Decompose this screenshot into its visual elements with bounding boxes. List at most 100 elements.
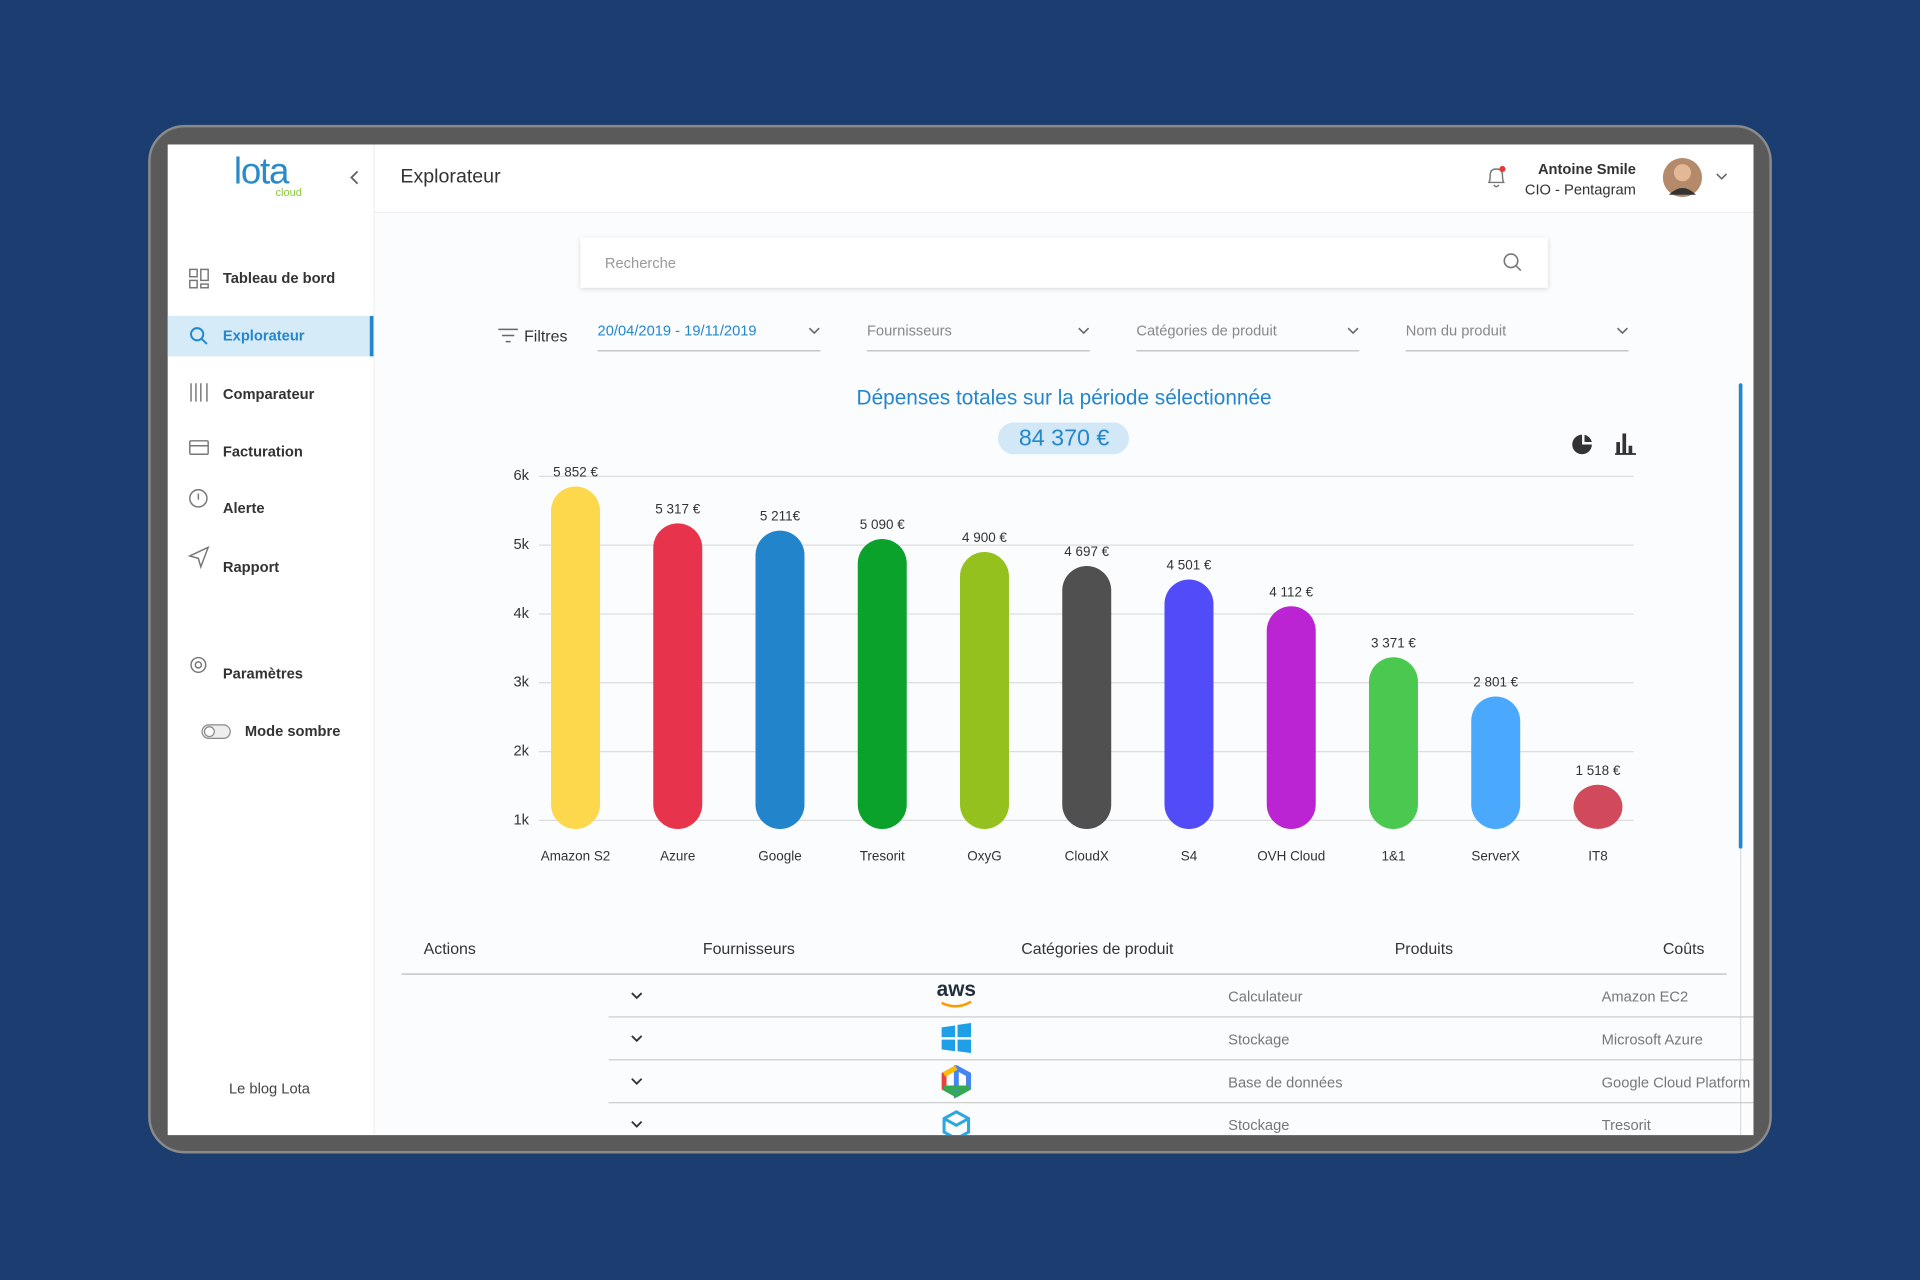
nav-item[interactable]: Comparateur — [222, 385, 315, 403]
bar — [1266, 606, 1316, 829]
total-pill — [997, 422, 1129, 455]
chevron — [1616, 327, 1628, 335]
value-label: 4 112 € — [1269, 584, 1313, 599]
bar — [1164, 579, 1214, 829]
expand-button[interactable] — [629, 1118, 644, 1130]
search-box[interactable]: Recherche — [580, 237, 1548, 288]
product-cell: Microsoft Azure — [1601, 1031, 1703, 1049]
product-cell: Amazon EC2 — [1601, 988, 1689, 1006]
provider-logo: aws — [937, 980, 976, 1008]
sidebar: lota cloud Tableau de bord Explorateur C… — [167, 144, 375, 1136]
expand-button[interactable] — [629, 1075, 644, 1087]
y-tick-label: 1k — [513, 812, 529, 828]
user-name: Antoine Smile — [1537, 160, 1636, 178]
x-tick-label: OxyG — [967, 849, 1001, 864]
table-header: Catégories de produit — [1021, 939, 1174, 958]
bar — [1368, 657, 1418, 829]
x-tick-label: Amazon S2 — [541, 849, 611, 864]
bar — [653, 523, 703, 829]
chart-type-icons[interactable] — [1572, 433, 1636, 455]
value-label: 5 317 € — [655, 501, 700, 516]
nav-item[interactable]: Tableau de bord — [222, 269, 336, 287]
dark-mode-label: Mode sombre — [244, 722, 341, 740]
chart-total: 84 370 € — [1019, 425, 1110, 451]
x-tick-label: CloudX — [1065, 849, 1109, 864]
x-tick-label: ServerX — [1471, 849, 1520, 864]
category-cell: Calculateur — [1228, 988, 1303, 1006]
provider-logo — [941, 1023, 972, 1054]
bar — [1471, 696, 1521, 829]
bar — [960, 552, 1009, 829]
table-row: StockageTresorit5090, 63 € — [609, 1103, 1754, 1136]
user-role: CIO - Pentagram — [1524, 181, 1636, 199]
table-header: Actions — [423, 939, 476, 958]
dropdown[interactable]: Catégories de produit — [1136, 318, 1360, 352]
main: Recherche Filtres 20/04/2019 - 19/11/201… — [374, 213, 1754, 1136]
value-label: 4 697 € — [1064, 544, 1109, 559]
nav-item[interactable]: Rapport — [222, 558, 280, 576]
avatar[interactable] — [1662, 157, 1735, 199]
value-label: 5 090 € — [860, 517, 905, 532]
y-tick-label: 3k — [513, 675, 529, 691]
bar — [1062, 565, 1112, 829]
page-title: Explorateur — [400, 166, 501, 188]
value-label: 4 501 € — [1167, 558, 1212, 573]
dropdown[interactable]: Fournisseurs — [866, 318, 1090, 352]
y-tick-label: 5k — [513, 537, 529, 553]
expand-button[interactable] — [629, 1032, 644, 1044]
logo-text: aws — [937, 980, 976, 1002]
product-cell: Google Cloud Platform — [1601, 1073, 1751, 1092]
collapse-icon[interactable] — [347, 169, 364, 186]
x-tick-label: S4 — [1181, 849, 1198, 864]
date-range: 20/04/2019 - 19/11/2019 — [597, 322, 757, 340]
product-cell: Tresorit — [1601, 1116, 1651, 1134]
category-cell: Base de données — [1228, 1073, 1343, 1092]
bar — [857, 538, 907, 829]
dropdown[interactable]: Nom du produit — [1405, 318, 1629, 352]
dropdown-label: Nom du produit — [1405, 322, 1507, 340]
dropdown-label: Catégories de produit — [1136, 322, 1277, 340]
bell-icon[interactable] — [1484, 164, 1508, 191]
bar — [551, 486, 601, 829]
header-rule — [401, 973, 1727, 975]
filter-icon — [498, 328, 518, 343]
scroll-track — [1740, 848, 1742, 1136]
scrollbar[interactable] — [1738, 383, 1743, 849]
x-tick-label: IT8 — [1588, 849, 1607, 864]
value-label: 3 371 € — [1371, 635, 1416, 650]
value-label: 5 852 € — [553, 465, 598, 480]
nav-icons — [187, 268, 210, 673]
logo: lota — [233, 151, 290, 193]
x-tick-label: Tresorit — [860, 849, 905, 864]
table-header: Fournisseurs — [702, 939, 795, 958]
x-tick-label: Google — [758, 849, 801, 864]
search-icon — [1503, 253, 1522, 272]
y-tick-label: 4k — [513, 606, 529, 622]
blog-link[interactable]: Le blog Lota — [228, 1080, 310, 1098]
nav-item[interactable]: Paramètres — [222, 664, 303, 683]
y-tick-label: 2k — [513, 743, 529, 759]
expand-button[interactable] — [629, 989, 644, 1001]
nav-item[interactable]: Explorateur — [222, 326, 305, 345]
toggle[interactable] — [201, 722, 233, 742]
header: Explorateur Antoine Smile CIO - Pentagra… — [374, 144, 1754, 214]
nav-item[interactable]: Facturation — [222, 443, 303, 461]
logo-sub: cloud — [275, 186, 302, 199]
filters-label: Filtres — [524, 326, 568, 346]
value-label: 5 211€ — [760, 509, 801, 524]
nav-item[interactable]: Alerte — [222, 499, 265, 517]
x-tick-label: Azure — [660, 849, 695, 864]
provider-logo — [942, 1110, 971, 1136]
bar — [755, 530, 805, 829]
category-cell: Stockage — [1228, 1031, 1290, 1049]
table-header: Coûts — [1662, 939, 1705, 958]
screen: lota cloud Tableau de bord Explorateur C… — [167, 144, 1754, 1136]
table-header: Produits — [1394, 939, 1454, 958]
date-filter[interactable]: 20/04/2019 - 19/11/2019 — [597, 318, 821, 352]
